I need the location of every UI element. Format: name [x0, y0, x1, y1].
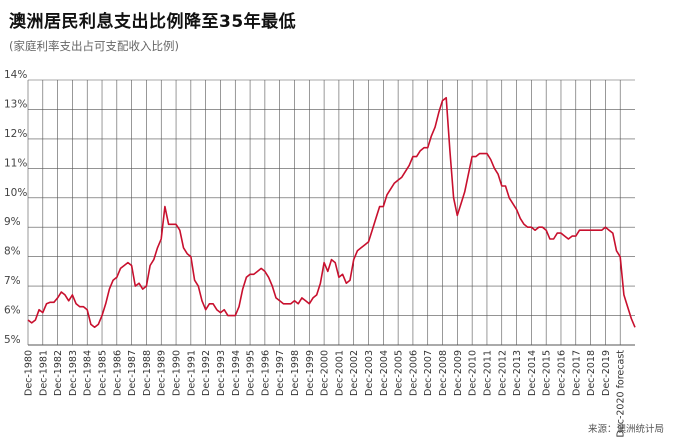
x-tick-label: Dec-1985: [98, 350, 109, 396]
x-tick-label: Dec-2010: [468, 350, 479, 396]
x-tick-label: Dec-2009: [453, 350, 464, 396]
x-tick-label: Dec-1981: [38, 350, 49, 396]
chart-subtitle: (家庭利率支出占可支配收入比例): [9, 39, 179, 53]
x-tick-label: Dec-2004: [379, 350, 390, 396]
y-tick-label: 5%: [4, 334, 21, 346]
x-tick-label: Dec-1994: [231, 350, 242, 396]
x-tick-label: Dec-1998: [290, 350, 301, 396]
x-tick-label: Dec-2017: [571, 350, 582, 396]
x-tick-label: Dec-2008: [438, 350, 449, 396]
x-tick-label: Dec-2019: [601, 350, 612, 396]
x-tick-label: Dec-1988: [142, 350, 153, 396]
x-tick-label: Dec-1999: [305, 350, 316, 396]
x-tick-label: Dec-2016: [556, 350, 567, 396]
x-tick-label: Dec-2007: [423, 350, 434, 396]
x-tick-label: Dec-2015: [542, 350, 553, 396]
x-tick-label: Dec-1982: [53, 350, 64, 396]
x-tick-label: Dec-2012: [497, 350, 508, 396]
series-line: [27, 96, 636, 329]
x-tick-label: Dec-2020 forecast: [616, 350, 627, 438]
x-tick-label: Dec-1996: [260, 350, 271, 396]
x-tick-label: Dec-2001: [334, 350, 345, 396]
y-tick-label: 11%: [4, 157, 27, 169]
x-axis-labels: Dec-1980 Dec-1981 Dec-1982 Dec-1983 Dec-1984…: [24, 350, 627, 438]
y-tick-label: 7%: [4, 275, 21, 287]
x-tick-label: Dec-2006: [408, 350, 419, 396]
x-tick-label: Dec-2018: [586, 350, 597, 396]
y-tick-label: 12%: [4, 128, 27, 140]
x-tick-label: Dec-1991: [186, 350, 197, 396]
y-tick-label: 6%: [4, 305, 21, 317]
x-tick-label: Dec-1983: [68, 350, 79, 396]
x-tick-label: Dec-1989: [157, 350, 168, 396]
x-gridlines: [27, 80, 621, 345]
x-tick-label: Dec-2013: [512, 350, 523, 396]
x-tick-label: Dec-1980: [24, 350, 35, 396]
y-axis-labels: 5% 6% 7% 8% 9% 10% 11% 12% 13% 14%: [4, 69, 27, 346]
x-tick-label: Dec-2005: [394, 350, 405, 396]
x-tick-label: Dec-2011: [482, 350, 493, 396]
x-tick-label: Dec-2014: [527, 350, 538, 396]
x-tick-label: Dec-1992: [201, 350, 212, 396]
x-tick-label: Dec-1995: [246, 350, 257, 396]
y-tick-label: 8%: [4, 246, 21, 258]
x-tick-label: Dec-2002: [349, 350, 360, 396]
source-note: 来源：澳洲统计局: [587, 424, 664, 435]
x-tick-label: Dec-1986: [112, 350, 123, 396]
x-tick-label: Dec-1984: [83, 350, 94, 396]
x-tick-label: Dec-1993: [216, 350, 227, 396]
x-tick-label: Dec-2000: [320, 350, 331, 396]
chart-title: 澳洲居民利息支出比例降至35年最低: [9, 12, 297, 32]
x-tick-label: Dec-2003: [364, 350, 375, 396]
y-gridlines: [28, 79, 635, 346]
y-tick-label: 10%: [4, 187, 27, 199]
y-tick-label: 9%: [4, 216, 21, 228]
y-tick-label: 14%: [4, 69, 27, 81]
x-tick-label: Dec-1997: [275, 350, 286, 396]
x-tick-label: Dec-1987: [127, 350, 138, 396]
x-tick-label: Dec-1990: [172, 350, 183, 396]
y-tick-label: 13%: [4, 98, 27, 110]
